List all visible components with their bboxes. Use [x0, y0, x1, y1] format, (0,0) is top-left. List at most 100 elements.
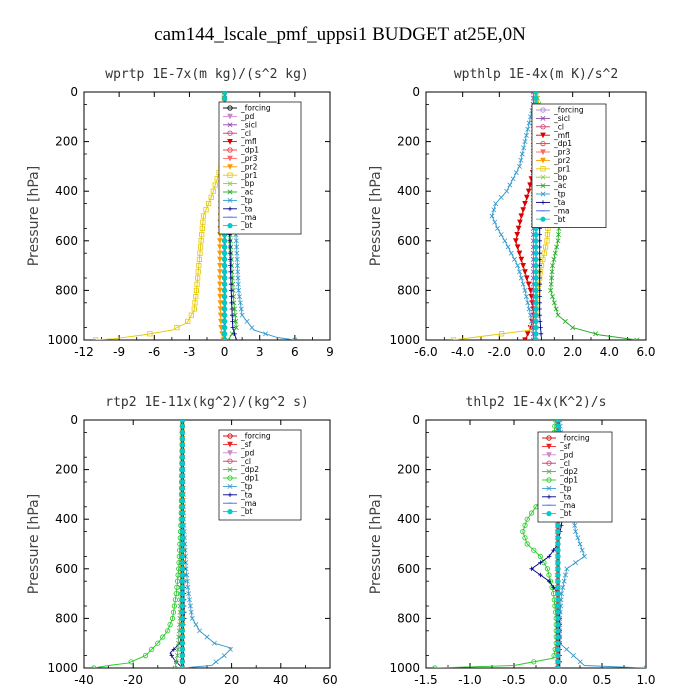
series-marker-pr1 [197, 244, 204, 250]
series-marker-pr1 [544, 231, 551, 238]
legend-marker [540, 124, 546, 130]
series-marker-pr2 [217, 294, 223, 300]
series-marker-dp1 [171, 603, 178, 609]
series-marker-tp [185, 584, 191, 590]
panel-title: rtp2 1E-11x(kg^2)/(kg^2 s) [105, 395, 309, 410]
series-marker-ac [231, 300, 237, 306]
series-marker-bt [533, 300, 539, 306]
series-marker-ta [234, 337, 239, 340]
series-marker-pr1 [192, 300, 198, 306]
series-marker-ac [233, 318, 239, 324]
legend-label: _tp [559, 484, 572, 493]
series-marker-dp1 [160, 634, 166, 640]
series-marker-ta [537, 319, 543, 324]
series-marker-ta [547, 554, 552, 559]
series-marker-tp [234, 256, 240, 262]
series-marker-bt [221, 331, 228, 337]
series-marker-ta [228, 269, 233, 274]
series-marker-ac [553, 306, 559, 312]
legend-label: _bt [240, 507, 253, 516]
series-marker-bt [221, 324, 228, 331]
y-tick-label: 200 [55, 135, 78, 149]
series-marker-bt [533, 275, 539, 281]
y-tick-label: 800 [55, 283, 78, 297]
x-tick-label: 6 [291, 345, 299, 359]
legend-label: _cl [553, 122, 564, 131]
series-marker-bt [555, 584, 561, 591]
series-marker-tp [489, 213, 495, 219]
legend-marker [546, 494, 552, 499]
series-marker-tp [511, 256, 517, 262]
series-marker-bt [555, 420, 561, 423]
y-tick-label: 0 [70, 413, 78, 427]
series-marker-dp1 [128, 659, 134, 665]
series-marker-bt [179, 435, 185, 442]
series-marker-bt [179, 553, 185, 560]
series-marker-bt [533, 250, 539, 256]
series-marker-pr1 [450, 337, 457, 340]
series-marker-ac [550, 294, 555, 300]
series-marker-mfl [522, 337, 528, 340]
series-marker-dp1 [546, 572, 552, 578]
y-tick-label: 1000 [389, 333, 420, 347]
series-marker-dp1 [520, 528, 526, 535]
legend-label: _ma [240, 499, 257, 508]
series-marker-tp [211, 640, 217, 646]
series-marker-bt [221, 269, 228, 275]
legend-label: _ac [553, 181, 566, 190]
series-marker-bt [179, 466, 185, 473]
series-marker-bt [555, 621, 561, 628]
legend: _forcing_sf_pd_cl_dp2_dp1_tp_ta_ma_bt [537, 431, 613, 523]
series-marker-bt [555, 541, 561, 547]
series-marker-bt [221, 318, 228, 324]
legend-label: _ma [553, 206, 570, 215]
series-marker-dp1 [528, 510, 535, 516]
legend-marker [546, 435, 552, 441]
series-marker-ta [227, 251, 233, 256]
series-marker-pr2 [218, 318, 224, 325]
series-marker-pr1 [185, 318, 191, 325]
series-marker-tp [227, 646, 233, 652]
legend-label: _bp [240, 179, 255, 188]
legend-marker [546, 510, 552, 517]
series-marker-bt [533, 281, 539, 287]
x-tick-label: -9 [113, 345, 125, 359]
series-marker-tp [244, 318, 250, 324]
series-marker-bt [179, 479, 185, 485]
series-marker-bt [221, 92, 228, 95]
series-marker-pr2 [217, 238, 223, 244]
x-tick-label: -12 [74, 345, 94, 359]
y-tick-label: 200 [397, 463, 420, 477]
series-marker-bt [533, 95, 539, 101]
series-marker-dp1 [142, 652, 149, 659]
series-marker-dp1 [432, 665, 438, 668]
series-marker-pr1 [147, 331, 153, 337]
series-marker-ac [548, 287, 554, 293]
series-marker-bt [533, 318, 539, 324]
series-marker-tp [197, 628, 203, 634]
series-marker-ac [550, 263, 555, 269]
series-marker-tp [521, 145, 527, 151]
series-marker-dp1 [531, 659, 537, 665]
series-marker-dp1 [165, 628, 171, 634]
series-marker-tp [575, 535, 581, 541]
series-marker-pr1 [195, 269, 201, 275]
series-marker-tp [235, 269, 241, 275]
y-tick-label: 600 [55, 562, 78, 576]
series-marker-bt [179, 566, 185, 572]
series-marker-bt [179, 491, 185, 497]
series-marker-tp [184, 578, 190, 584]
legend-label: _dp1 [553, 139, 572, 148]
series-marker-dp1 [170, 609, 177, 615]
series-marker-mfl [512, 238, 519, 244]
series-marker-tp [505, 244, 511, 250]
legend-label: _bt [240, 221, 253, 230]
legend-marker [227, 113, 233, 120]
series-marker-mfl [523, 194, 530, 201]
series-marker-tp [564, 646, 570, 652]
series-marker-bt [221, 250, 228, 256]
y-tick-label: 0 [70, 85, 78, 99]
legend-marker [540, 216, 546, 222]
series-marker-bt [179, 584, 185, 591]
